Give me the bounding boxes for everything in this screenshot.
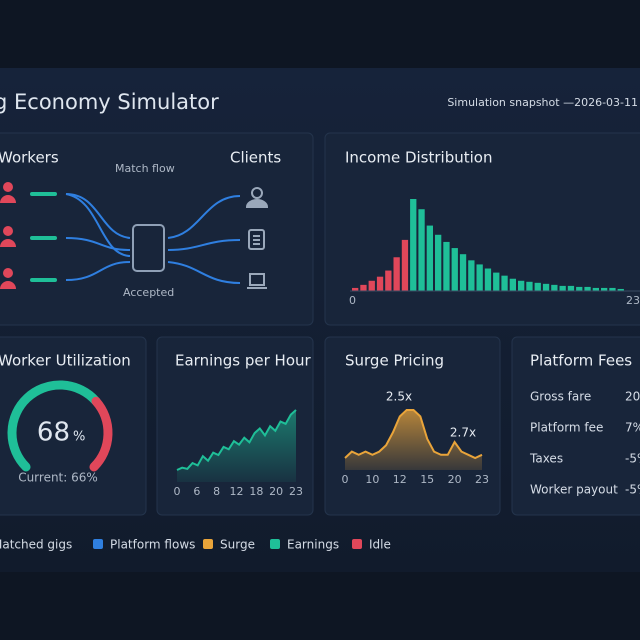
bar <box>418 209 425 291</box>
bar <box>368 280 375 291</box>
legend-swatch <box>270 539 280 549</box>
bar <box>393 257 400 291</box>
bar <box>376 276 384 291</box>
x-tick-label: 15 <box>420 473 434 486</box>
fee-value: 20% <box>625 390 640 404</box>
gauge-unit: % <box>73 430 85 445</box>
fee-label: Worker payout <box>530 483 618 497</box>
x-tick-label: 0 <box>174 485 181 498</box>
bar <box>451 248 458 291</box>
bar <box>584 286 591 291</box>
x-tick-label: 6 <box>193 485 200 498</box>
bar <box>501 275 508 291</box>
x-tick-label: 18 <box>249 485 263 498</box>
bar <box>567 285 575 291</box>
bar <box>551 284 558 291</box>
bar <box>426 225 433 291</box>
gauge-fill <box>7 380 101 472</box>
bar <box>559 285 566 291</box>
bar <box>360 284 367 291</box>
workers-label: Workers <box>0 149 59 167</box>
annotation: 2.5x <box>386 390 412 404</box>
bar <box>609 287 616 291</box>
x-tick-label: 12 <box>393 473 407 486</box>
bar <box>410 199 417 291</box>
flow-lines <box>65 193 241 284</box>
bar <box>601 287 608 291</box>
card <box>0 132 314 326</box>
client-icons <box>245 187 269 289</box>
legend-swatch <box>352 539 362 549</box>
bar <box>459 254 467 291</box>
card-title: Income Distribution <box>345 149 492 167</box>
card <box>0 336 147 516</box>
gauge-current: Current: 66% <box>18 471 98 485</box>
legend-label: Platform flows <box>110 538 195 552</box>
fee-label: Gross fare <box>530 390 591 404</box>
bar <box>484 268 492 291</box>
card-title: Surge Pricing <box>345 352 444 370</box>
card-title: Earnings per Hour <box>175 352 312 370</box>
legend-label: Surge <box>220 538 255 552</box>
legend-label: Idle <box>369 538 391 552</box>
x-tick-label: 23 <box>289 485 303 498</box>
line <box>344 409 483 460</box>
bar <box>576 286 583 291</box>
fee-label: Taxes <box>529 452 563 466</box>
bar <box>518 280 525 291</box>
line <box>176 409 297 471</box>
worker-icons <box>0 182 16 289</box>
bar <box>526 281 533 291</box>
gauge-value: 68 <box>37 418 70 448</box>
annotation: 2.7x <box>450 426 476 440</box>
x-tick-label: 8 <box>213 485 220 498</box>
worker-bars <box>30 192 57 282</box>
flow-label: Match flow <box>115 162 175 175</box>
bar <box>592 287 599 291</box>
x-tick-label: 20 <box>269 485 283 498</box>
bar <box>352 287 359 291</box>
app-title: g Economy Simulator <box>0 90 219 114</box>
area <box>177 410 296 482</box>
bar <box>385 270 392 291</box>
snapshot: Simulation snapshot —2026-03-11 <box>447 96 638 109</box>
bar <box>468 260 475 291</box>
bar <box>534 282 541 291</box>
x-label: 0 <box>349 294 356 307</box>
card-title: Worker Utilization <box>0 352 131 370</box>
legend-label: Earnings <box>287 538 339 552</box>
fee-value: 7% <box>625 421 640 435</box>
x-tick-label: 20 <box>448 473 462 486</box>
phone-icon <box>132 224 165 272</box>
clients-label: Clients <box>230 149 281 167</box>
bar <box>509 278 516 291</box>
bar <box>401 239 409 291</box>
fee-label: Platform fee <box>530 421 603 435</box>
fee-value: -5% <box>625 483 640 497</box>
bar <box>435 234 442 291</box>
x-label: 23 <box>626 294 640 307</box>
card-title: Platform Fees <box>530 352 632 370</box>
x-tick-label: 0 <box>342 473 349 486</box>
bar <box>493 272 500 291</box>
card <box>511 336 640 516</box>
bar <box>476 264 483 291</box>
bar <box>542 283 550 291</box>
bar <box>617 288 624 291</box>
x-tick-label: 12 <box>230 485 244 498</box>
legend-swatch <box>203 539 213 549</box>
accepted-label: Accepted <box>123 286 174 299</box>
bar <box>443 241 450 291</box>
x-tick-label: 23 <box>475 473 489 486</box>
fee-value: -5% <box>625 452 640 466</box>
legend-swatch <box>93 539 103 549</box>
gauge-rest <box>89 396 113 472</box>
legend-label: Matched gigs <box>0 538 72 552</box>
x-tick-label: 10 <box>365 473 379 486</box>
